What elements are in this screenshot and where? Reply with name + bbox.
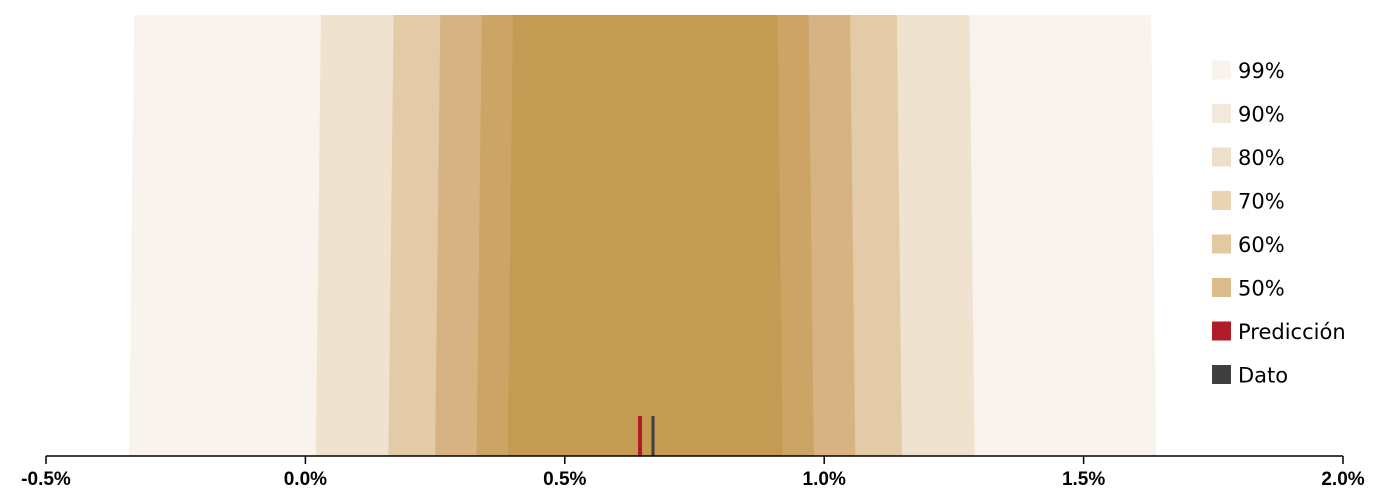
- x-tick-label: 1.0%: [803, 469, 846, 490]
- legend-label: Dato: [1238, 364, 1288, 388]
- actual-marker: [651, 416, 655, 456]
- legend-swatch: [1212, 234, 1231, 254]
- legend-label: 60%: [1238, 233, 1285, 257]
- x-axis: -0.5% 0.0% 0.5% 1.0% 1.5% 2.0%: [21, 455, 1365, 490]
- legend-swatch: [1212, 321, 1231, 341]
- legend-swatch: [1212, 104, 1231, 123]
- legend-label: Predicción: [1238, 320, 1346, 344]
- legend-swatch: [1212, 278, 1231, 297]
- x-tick-label: 0.5%: [543, 469, 586, 490]
- legend-swatch: [1212, 191, 1231, 210]
- x-tick-label: 1.5%: [1062, 469, 1105, 490]
- legend-swatch: [1212, 147, 1231, 167]
- band-50-percent: [507, 15, 783, 456]
- x-tick-label: -0.5%: [21, 469, 71, 490]
- legend-label: 80%: [1238, 146, 1285, 170]
- legend-label: 99%: [1238, 59, 1285, 83]
- legend-label: 70%: [1238, 190, 1285, 214]
- legend-swatch: [1212, 365, 1231, 384]
- legend-label: 50%: [1238, 277, 1285, 301]
- prediction-marker: [638, 416, 643, 456]
- confidence-bands: [129, 15, 1157, 456]
- legend: 99% 90% 80% 70% 60% 50% Predicción Dato: [1212, 59, 1346, 388]
- value-markers: [638, 416, 655, 456]
- legend-swatch: [1212, 60, 1231, 80]
- x-tick-label: 0.0%: [284, 469, 327, 490]
- legend-label: 90%: [1238, 103, 1285, 127]
- x-tick-label: 2.0%: [1321, 469, 1364, 490]
